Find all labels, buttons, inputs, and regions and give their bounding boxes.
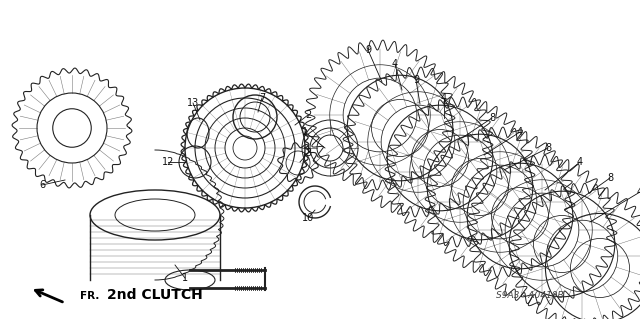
- Text: 8: 8: [489, 113, 495, 123]
- Text: S9A3 - A0410B: S9A3 - A0410B: [496, 291, 564, 300]
- Text: 12: 12: [162, 157, 174, 167]
- Text: 10: 10: [302, 213, 314, 223]
- Text: 2nd CLUTCH: 2nd CLUTCH: [107, 288, 203, 302]
- Text: FR.: FR.: [80, 291, 99, 301]
- Text: 9: 9: [413, 75, 419, 85]
- Text: 1: 1: [302, 127, 308, 137]
- Text: 4: 4: [577, 157, 583, 167]
- Text: 13: 13: [187, 98, 199, 108]
- Text: 4: 4: [637, 187, 640, 197]
- Text: 8: 8: [545, 143, 551, 153]
- Text: 9: 9: [365, 45, 371, 55]
- Text: 8: 8: [607, 173, 613, 183]
- Text: 7: 7: [259, 93, 265, 103]
- Text: 3: 3: [305, 148, 311, 158]
- Text: 4: 4: [517, 127, 523, 137]
- Text: 2: 2: [305, 110, 311, 120]
- Text: 6: 6: [39, 180, 45, 190]
- Text: 4: 4: [392, 59, 398, 69]
- Text: 4: 4: [441, 93, 447, 103]
- Text: 1: 1: [182, 273, 188, 283]
